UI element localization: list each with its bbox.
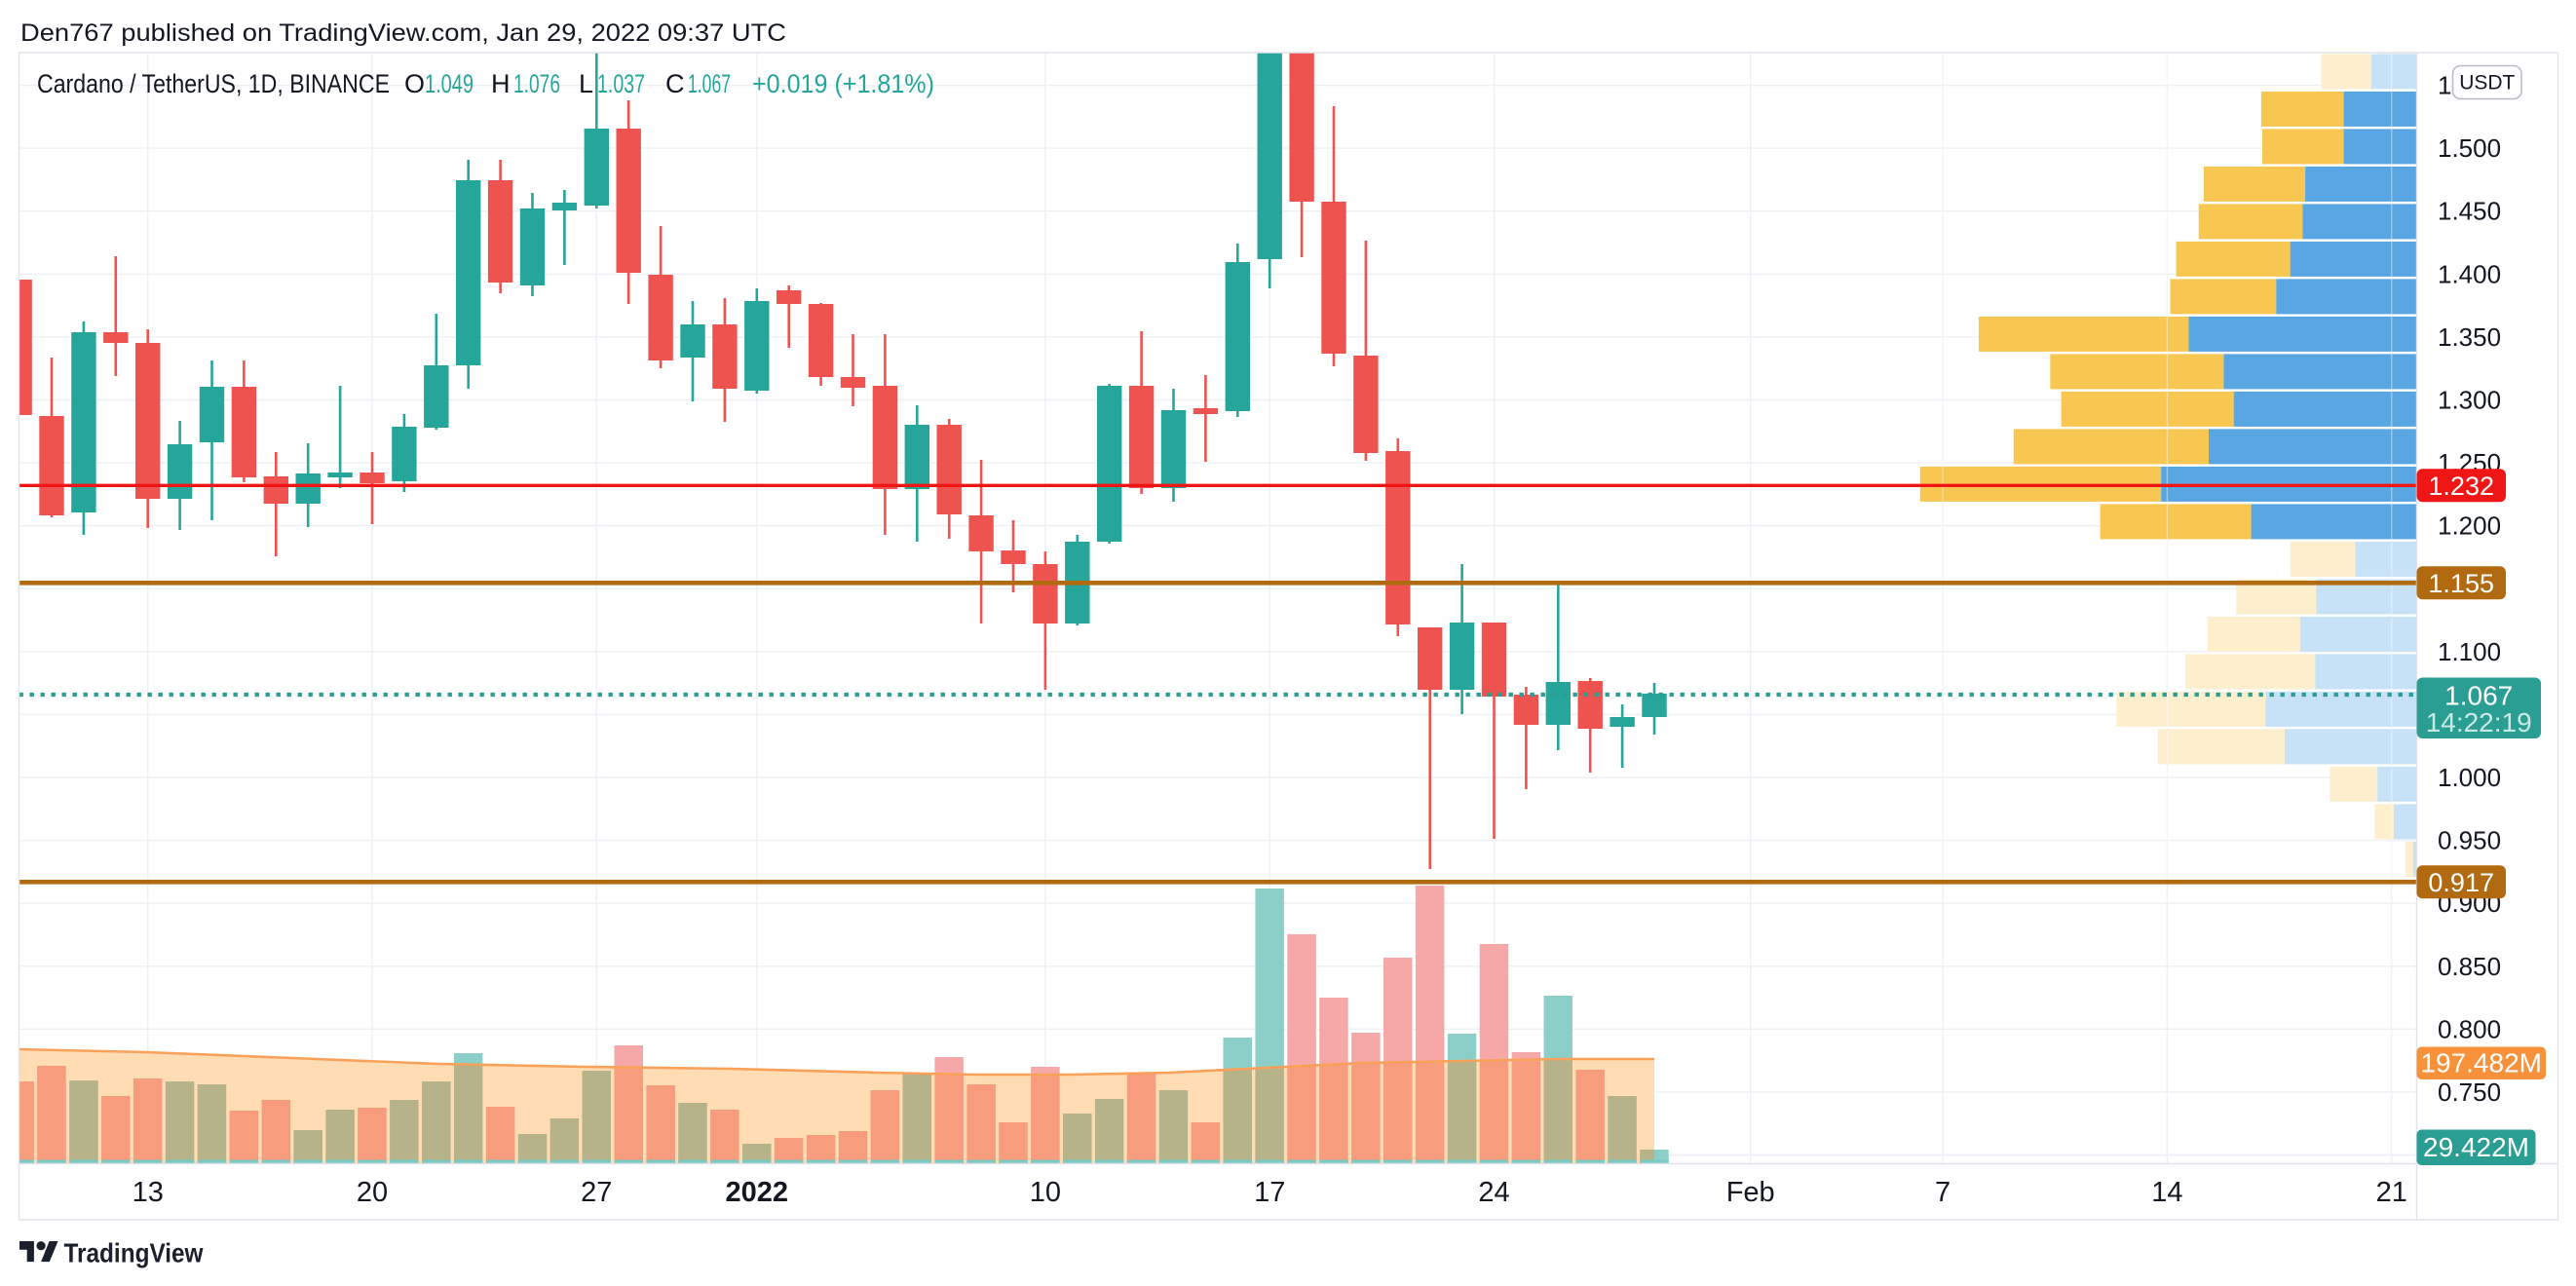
svg-text:10: 10	[1030, 1177, 1061, 1208]
svg-text:C: C	[665, 69, 685, 98]
svg-text:29.422M: 29.422M	[2423, 1132, 2529, 1162]
svg-text:1.300: 1.300	[2438, 386, 2501, 415]
svg-text:24: 24	[1478, 1177, 1509, 1208]
svg-text:14:22:19: 14:22:19	[2426, 707, 2532, 738]
svg-text:1.037: 1.037	[597, 69, 645, 98]
svg-text:1.076: 1.076	[513, 69, 560, 98]
svg-text:7: 7	[1935, 1177, 1951, 1208]
svg-text:1.232: 1.232	[2428, 472, 2494, 501]
svg-text:1.000: 1.000	[2438, 763, 2501, 792]
svg-text:13: 13	[133, 1177, 164, 1208]
svg-text:0.850: 0.850	[2438, 952, 2501, 981]
svg-text:Den767 published on TradingVie: Den767 published on TradingView.com, Jan…	[20, 19, 786, 47]
svg-text:TradingView: TradingView	[64, 1238, 204, 1268]
svg-text:1.450: 1.450	[2438, 197, 2501, 226]
svg-text:USDT: USDT	[2459, 72, 2515, 95]
svg-text:O: O	[404, 69, 425, 98]
svg-text:0.750: 0.750	[2438, 1078, 2501, 1107]
svg-text:Feb: Feb	[1726, 1177, 1775, 1208]
svg-text:1.200: 1.200	[2438, 511, 2501, 541]
svg-text:+0.019 (+1.81%): +0.019 (+1.81%)	[752, 69, 934, 98]
svg-text:1.400: 1.400	[2438, 259, 2501, 288]
svg-text:L: L	[579, 69, 593, 98]
svg-text:H: H	[491, 69, 511, 98]
svg-text:20: 20	[357, 1177, 388, 1208]
svg-text:27: 27	[581, 1177, 612, 1208]
svg-text:1.067: 1.067	[2444, 681, 2513, 711]
svg-text:2022: 2022	[726, 1177, 789, 1208]
svg-text:1.155: 1.155	[2428, 569, 2494, 598]
svg-text:0.800: 0.800	[2438, 1014, 2501, 1043]
svg-text:1.350: 1.350	[2438, 322, 2501, 352]
svg-text:1.049: 1.049	[425, 69, 474, 98]
svg-text:1.067: 1.067	[688, 69, 731, 98]
svg-text:14: 14	[2151, 1177, 2182, 1208]
svg-text:0.950: 0.950	[2438, 826, 2501, 855]
svg-text:197.482M: 197.482M	[2420, 1048, 2542, 1078]
svg-text:1.500: 1.500	[2438, 133, 2501, 163]
svg-text:0.917: 0.917	[2428, 868, 2494, 897]
svg-text:1.100: 1.100	[2438, 637, 2501, 666]
svg-text:21: 21	[2376, 1177, 2407, 1208]
svg-text:17: 17	[1254, 1177, 1285, 1208]
svg-text:Cardano / TetherUS, 1D, BINANC: Cardano / TetherUS, 1D, BINANCE	[37, 69, 390, 98]
